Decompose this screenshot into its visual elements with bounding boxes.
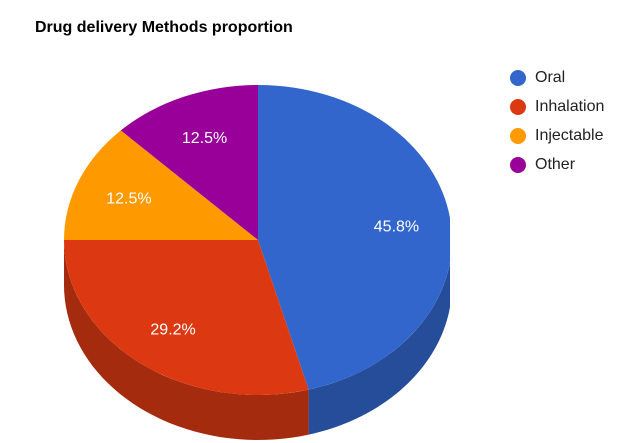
legend-item-inhalation[interactable]: Inhalation [510,92,604,121]
legend-swatch-oral [510,69,526,86]
pie-slice-injectable[interactable] [64,130,258,240]
legend-label-other: Other [535,155,576,173]
legend-item-other[interactable]: Other [510,150,604,179]
pie-side-inhalation [64,240,309,440]
legend-swatch-injectable [510,127,526,144]
pie-side-oral [308,262,450,435]
legend-swatch-other [510,156,526,173]
legend-label-injectable: Injectable [535,126,604,144]
legend-swatch-inhalation [510,98,526,115]
pie-slice-other[interactable] [120,85,258,240]
legend-label-inhalation: Inhalation [535,97,605,115]
pie-slice-oral[interactable] [258,85,452,390]
pie-label-oral: 45.8% [374,218,419,235]
chart-title: Drug delivery Methods proportion [35,19,293,36]
pie-label-inhalation: 29.2% [150,322,195,339]
chart-legend: Oral Inhalation Injectable Other [510,63,604,179]
pie-slice-inhalation[interactable] [64,240,309,395]
pie-label-injectable: 12.5% [106,190,151,207]
pie-label-other: 12.5% [182,130,227,147]
pie-plot-area: 45.8% 29.2% 12.5% 12.5% [64,85,452,440]
legend-item-oral[interactable]: Oral [510,63,604,92]
legend-label-oral: Oral [535,68,566,86]
legend-item-injectable[interactable]: Injectable [510,121,604,150]
